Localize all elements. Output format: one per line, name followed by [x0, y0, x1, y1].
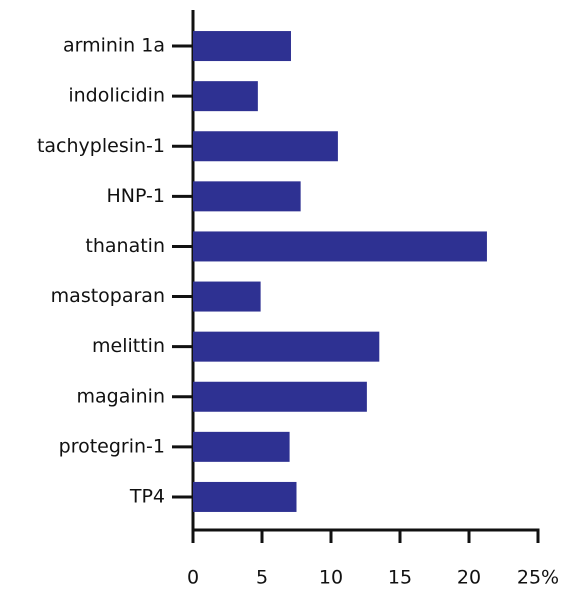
bar: [193, 181, 301, 212]
bar: [193, 81, 258, 112]
x-tick-label: 15: [388, 567, 412, 589]
y-tick-label: mastoparan: [51, 285, 165, 307]
x-tick-label: 0: [187, 567, 199, 589]
bar: [193, 481, 297, 512]
y-tick-label: thanatin: [85, 235, 165, 257]
x-tick-label: 5: [256, 567, 268, 589]
x-tick-label: 10: [319, 567, 343, 589]
bar: [193, 281, 261, 312]
bar: [193, 31, 291, 62]
y-tick-label: arminin 1a: [63, 35, 165, 57]
y-tick-label: tachyplesin-1: [37, 135, 165, 157]
y-tick-label: HNP-1: [107, 185, 165, 207]
y-tick-label: melittin: [92, 335, 165, 357]
y-tick-label: indolicidin: [68, 85, 165, 107]
y-tick-label: magainin: [77, 385, 166, 407]
x-tick-label: 25%: [517, 567, 559, 589]
bar: [193, 381, 367, 412]
bar: [193, 231, 487, 262]
y-tick-label: protegrin-1: [59, 435, 165, 457]
x-tick-label: 20: [457, 567, 481, 589]
bar: [193, 331, 380, 362]
bar: [193, 431, 290, 462]
bar: [193, 131, 338, 162]
y-tick-label: TP4: [129, 485, 165, 507]
